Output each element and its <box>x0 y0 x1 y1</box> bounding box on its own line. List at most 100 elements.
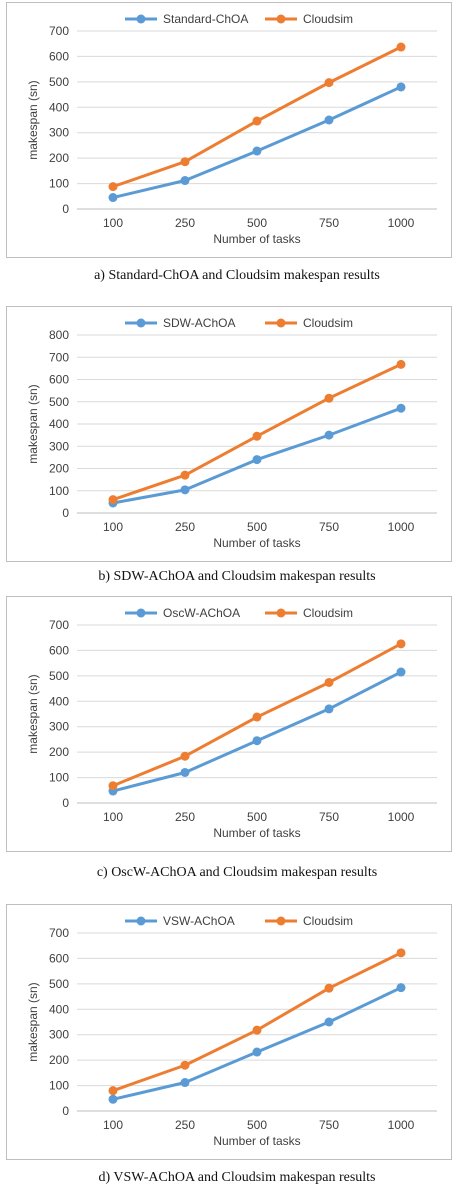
y-tick-label: 600 <box>49 49 69 63</box>
legend-label-2: Cloudsim <box>303 606 353 620</box>
y-tick-label: 700 <box>49 926 69 940</box>
y-tick-label: 300 <box>49 439 69 453</box>
data-point-series-1 <box>324 704 334 714</box>
legend-marker-2 <box>276 916 286 926</box>
data-point-series-1 <box>108 193 118 203</box>
line-chart-a: 0 100 200 300 400 500 600 700 100 250 500 750 1000 Nu… <box>26 12 437 246</box>
data-point-series-2 <box>324 677 334 687</box>
y-tick-label: 500 <box>49 977 69 991</box>
x-axis-label: Number of tasks <box>213 1134 300 1148</box>
chart-caption-d: d) VSW-AChOA and Cloudsim makespan resul… <box>98 1170 376 1185</box>
legend-label-2: Cloudsim <box>303 12 353 26</box>
y-tick-label: 500 <box>49 395 69 409</box>
x-tick-label: 500 <box>247 1118 267 1132</box>
y-tick-label: 400 <box>49 1002 69 1016</box>
y-tick-label: 300 <box>49 1028 69 1042</box>
data-point-series-2 <box>108 495 118 505</box>
data-point-series-1 <box>180 1078 190 1088</box>
x-tick-label: 250 <box>175 216 195 230</box>
data-point-series-1 <box>108 1094 118 1104</box>
x-tick-label: 250 <box>175 520 195 534</box>
data-point-series-2 <box>252 431 262 441</box>
data-point-series-1 <box>252 146 262 156</box>
data-point-series-1 <box>396 667 406 677</box>
y-tick-label: 600 <box>49 643 69 657</box>
data-point-series-2 <box>180 470 190 480</box>
y-tick-label: 0 <box>62 1104 69 1118</box>
line-chart-b: 0 100 200 300 400 500 600 700 800 100 250 500 750 100… <box>26 316 437 550</box>
y-tick-label: 600 <box>49 373 69 387</box>
data-point-series-1 <box>324 1017 334 1027</box>
data-point-series-2 <box>396 359 406 369</box>
chart-frame-b: 0 100 200 300 400 500 600 700 800 100 250 500 750 100… <box>6 306 452 562</box>
data-point-series-2 <box>108 1086 118 1096</box>
y-tick-label: 700 <box>49 618 69 632</box>
x-axis-label: Number of tasks <box>213 536 300 550</box>
y-tick-label: 100 <box>49 771 69 785</box>
x-tick-label: 750 <box>319 520 339 534</box>
x-tick-label: 250 <box>175 810 195 824</box>
data-point-series-2 <box>180 751 190 761</box>
legend-marker-1 <box>136 916 146 926</box>
data-point-series-1 <box>396 403 406 413</box>
x-tick-label: 100 <box>103 1118 123 1132</box>
legend-marker-2 <box>276 608 286 618</box>
data-point-series-2 <box>180 1060 190 1070</box>
legend-marker-2 <box>276 14 286 24</box>
data-point-series-1 <box>252 1047 262 1057</box>
x-tick-label: 100 <box>103 520 123 534</box>
x-tick-label: 100 <box>103 810 123 824</box>
x-tick-label: 1000 <box>388 1118 415 1132</box>
y-tick-label: 0 <box>62 796 69 810</box>
x-tick-label: 250 <box>175 1118 195 1132</box>
legend-label-1: SDW-AChOA <box>163 316 235 330</box>
y-tick-label: 500 <box>49 669 69 683</box>
data-point-series-2 <box>252 712 262 722</box>
x-axis-label: Number of tasks <box>213 232 300 246</box>
y-tick-label: 100 <box>49 177 69 191</box>
data-point-series-2 <box>396 42 406 52</box>
line-chart-d: 0 100 200 300 400 500 600 700 100 250 500 750 1000 Nu… <box>26 914 437 1148</box>
data-point-series-2 <box>324 393 334 403</box>
x-tick-label: 1000 <box>388 520 415 534</box>
y-tick-label: 400 <box>49 694 69 708</box>
y-tick-label: 400 <box>49 100 69 114</box>
y-tick-label: 100 <box>49 484 69 498</box>
x-tick-label: 1000 <box>388 810 415 824</box>
series-line-1 <box>112 670 402 793</box>
y-tick-label: 300 <box>49 720 69 734</box>
y-tick-label: 400 <box>49 417 69 431</box>
y-tick-label: 600 <box>49 951 69 965</box>
y-axis-label: makespan (sn) <box>26 384 40 463</box>
data-point-series-1 <box>324 115 334 125</box>
chart-caption-b: b) SDW-AChOA and Cloudsim makespan resul… <box>98 569 376 584</box>
data-point-series-1 <box>180 485 190 495</box>
y-tick-label: 500 <box>49 75 69 89</box>
data-point-series-2 <box>252 116 262 126</box>
data-point-series-1 <box>180 767 190 777</box>
series-line-1 <box>112 85 402 200</box>
y-tick-label: 0 <box>62 506 69 520</box>
y-tick-label: 100 <box>49 1079 69 1093</box>
data-point-series-2 <box>396 948 406 958</box>
data-point-series-2 <box>108 781 118 791</box>
legend-label-1: VSW-AChOA <box>163 914 235 928</box>
series-line-2 <box>112 951 402 1093</box>
data-point-series-2 <box>252 1025 262 1035</box>
legend-label-1: Standard-ChOA <box>163 12 248 26</box>
x-tick-label: 500 <box>247 216 267 230</box>
y-tick-label: 200 <box>49 151 69 165</box>
legend-marker-2 <box>276 318 286 328</box>
data-point-series-2 <box>108 182 118 192</box>
legend-label-2: Cloudsim <box>303 316 353 330</box>
data-point-series-1 <box>396 983 406 993</box>
data-point-series-2 <box>324 78 334 88</box>
data-point-series-1 <box>252 455 262 465</box>
chart-caption-a: a) Standard-ChOA and Cloudsim makespan r… <box>94 268 380 283</box>
x-axis-label: Number of tasks <box>213 826 300 840</box>
legend-label-2: Cloudsim <box>303 914 353 928</box>
line-chart-c: 0 100 200 300 400 500 600 700 100 250 500 750 1000 Nu… <box>26 606 437 840</box>
legend-marker-1 <box>136 608 146 618</box>
data-point-series-1 <box>396 82 406 92</box>
y-tick-label: 200 <box>49 745 69 759</box>
